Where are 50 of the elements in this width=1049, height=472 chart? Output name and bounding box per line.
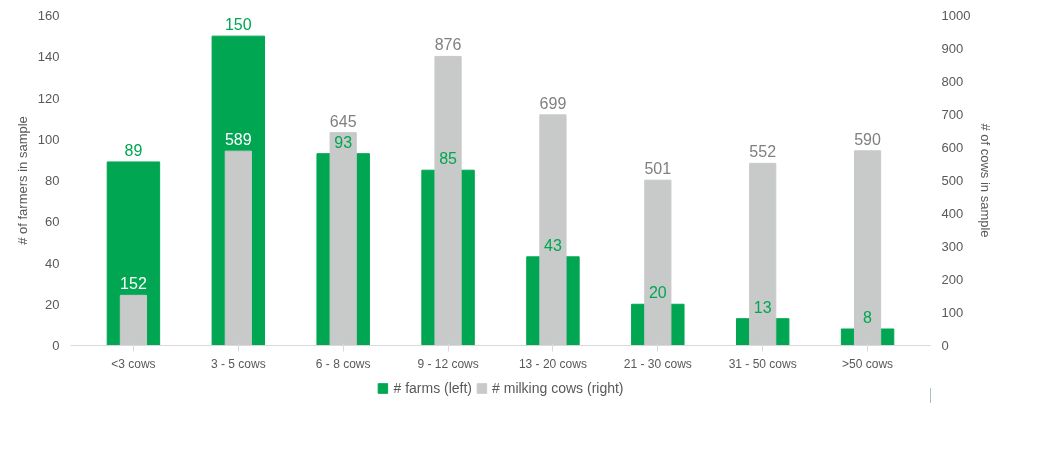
bar <box>224 150 252 346</box>
y-tick-label: 120 <box>37 90 60 106</box>
y-tick-label: 100 <box>37 131 60 147</box>
data-label: 590 <box>854 130 882 148</box>
y-tick-label: 0 <box>52 338 60 353</box>
data-label: 699 <box>539 94 567 112</box>
data-label: 43 <box>544 236 562 254</box>
y2-tick-label: 300 <box>941 239 964 254</box>
y-tick-label: 160 <box>37 8 60 23</box>
y-tick-label: 20 <box>45 296 60 312</box>
x-tick-label: 21 - 30 cows <box>623 356 692 371</box>
y2-tick-label: 200 <box>941 272 964 287</box>
bar <box>119 294 148 346</box>
legend-label: # milking cows (right) <box>492 380 624 396</box>
y2-tick-label: 500 <box>941 173 964 188</box>
legend-label: # farms (left) <box>393 380 473 396</box>
y-tick-label: 40 <box>45 255 60 271</box>
x-tick-label: >50 cows <box>842 356 894 371</box>
y2-tick-label: 600 <box>941 140 964 155</box>
data-label: 552 <box>749 143 777 161</box>
data-label: 8 <box>863 309 873 326</box>
y2-tick-label: 800 <box>941 74 964 89</box>
y2-tick-label: 100 <box>941 305 964 320</box>
y-tick-label: 140 <box>37 49 60 65</box>
x-tick-label: 9 - 12 cows <box>417 356 479 371</box>
y2-tick-label: 700 <box>941 107 964 122</box>
data-label: 501 <box>644 160 672 178</box>
y-tick-label: 80 <box>45 173 60 188</box>
y2-tick-label: 400 <box>941 206 964 221</box>
data-label: 876 <box>434 36 462 54</box>
y2-tick-label: 1000 <box>941 8 971 23</box>
data-label: 85 <box>439 150 458 168</box>
data-label: 152 <box>120 275 147 293</box>
x-tick-label: 6 - 8 cows <box>315 356 371 371</box>
data-label: 13 <box>753 298 772 316</box>
data-label: 150 <box>224 16 252 34</box>
data-label: 93 <box>334 133 353 151</box>
data-label: 20 <box>648 284 667 302</box>
x-tick-label: <3 cows <box>111 356 156 371</box>
y2-tick-label: 0 <box>941 338 949 353</box>
x-tick-label: 3 - 5 cows <box>210 356 266 371</box>
y-tick-label: 60 <box>45 214 60 230</box>
data-label: 645 <box>329 112 357 130</box>
x-tick-label: 31 - 50 cows <box>728 356 797 371</box>
y-axis-title: # of farmers in sample <box>14 116 30 245</box>
data-label: 589 <box>224 131 252 149</box>
data-label: 89 <box>124 141 143 159</box>
y2-axis-title: # of cows in sample <box>978 123 994 238</box>
x-tick-label: 13 - 20 cows <box>518 356 587 371</box>
y2-tick-label: 900 <box>941 41 964 56</box>
